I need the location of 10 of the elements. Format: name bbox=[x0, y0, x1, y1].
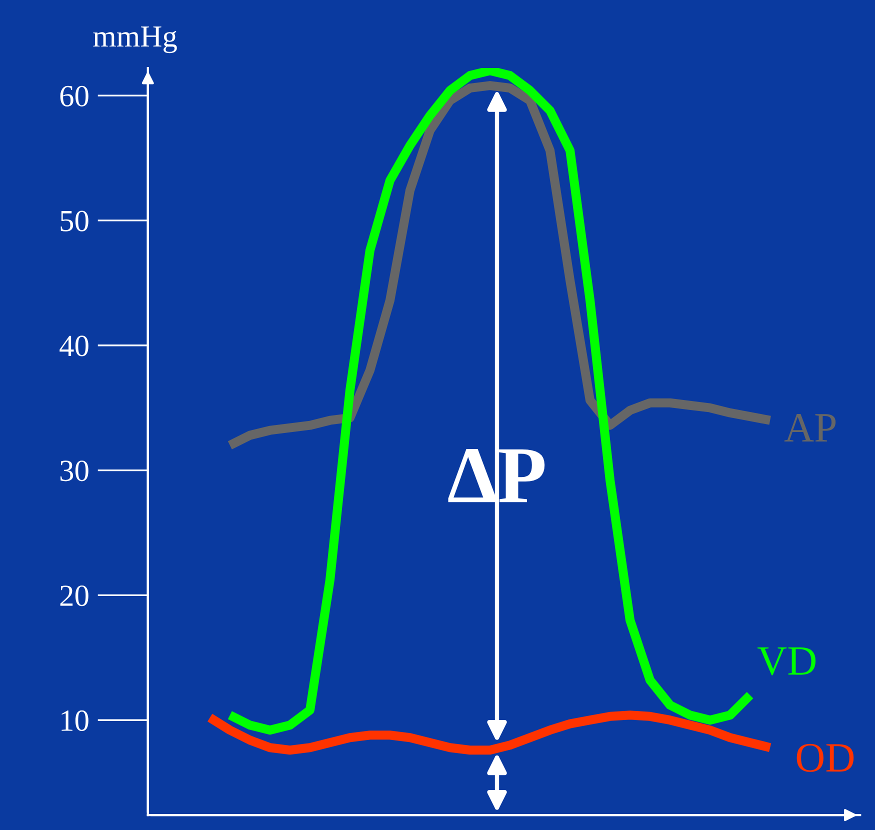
series-label: VD bbox=[758, 647, 816, 676]
y-tick-label: 20 bbox=[60, 585, 88, 606]
y-tick-label: 40 bbox=[60, 336, 88, 356]
series-label: OD bbox=[796, 744, 854, 772]
y-tick-label: 30 bbox=[60, 460, 88, 482]
y-tick-label: 60 bbox=[60, 86, 88, 106]
y-tick-label: 50 bbox=[60, 210, 88, 232]
y-axis-title: mmHg bbox=[93, 26, 177, 54]
y-tick-label: 10 bbox=[62, 710, 88, 732]
series-label: AP bbox=[784, 414, 836, 442]
